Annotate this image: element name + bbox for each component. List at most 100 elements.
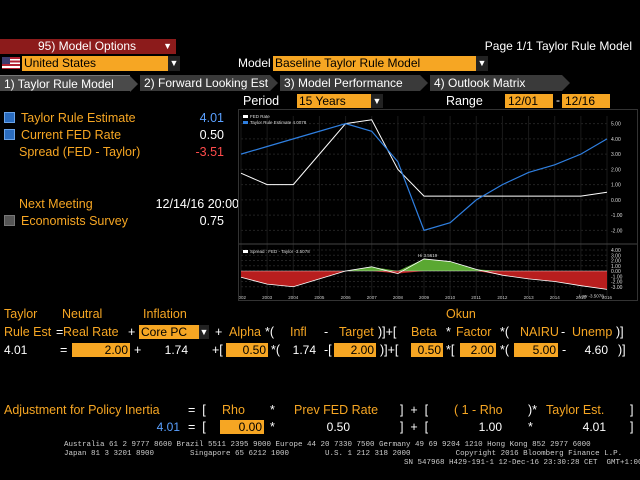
infl-label: Infl [290,325,307,339]
checkbox-icon[interactable] [4,129,15,141]
legend-swatch [243,115,248,118]
plus-sign: + [215,325,223,339]
x-tick-label: 2003 [262,295,273,300]
close-bracket: ] [630,420,634,434]
op-multiply-paren: *( [265,325,275,339]
rule-est-label: Rule Est [4,325,52,339]
economists-survey-row[interactable]: Economists Survey 0.75 [4,213,224,229]
spread-value: -3.51 [195,145,225,159]
y-tick-label: 3.00 [611,253,621,259]
spread-negative-area [241,271,607,290]
equals-sign: = [56,325,64,339]
minus-sign: - [561,325,566,339]
y-tick-label: 2.00 [611,259,621,265]
checkbox-icon[interactable] [4,112,15,124]
rho-label: Rho [222,403,245,417]
inertia-result-value: 4.01 [156,420,180,434]
x-tick-label: 2008 [393,295,404,300]
next-meeting-row: Next Meeting 12/14/16 20:00 [19,196,239,212]
op-equals-bracket: = [ [188,420,206,434]
fed-rate-value: 0.50 [199,128,224,142]
plus-sign: + [128,325,136,339]
inflation-source-select[interactable]: Core PC [139,325,199,339]
range-label: Range [446,94,483,108]
legend-swatch [243,121,248,124]
alpha-input[interactable]: 0.50 [226,343,268,357]
beta-input[interactable]: 0.50 [411,343,443,357]
y-tick-label: 1.00 [611,183,621,189]
range-dash: - [556,93,560,107]
y-tick-label: -2.00 [611,280,623,286]
target-input[interactable]: 2.00 [334,343,376,357]
rho-input[interactable]: 0.00 [220,420,264,434]
model-select[interactable]: Baseline Taylor Rule Model ▼ [273,56,488,71]
y-tick-label: 4.00 [611,248,621,254]
range-start-input[interactable]: 12/01 [505,94,553,108]
infl-value: 1.74 [292,343,316,357]
checkbox-icon[interactable] [4,215,15,227]
x-tick-label: 2005 [314,295,325,300]
next-meeting-label: Next Meeting [19,197,93,211]
neutral-label: Neutral [62,307,103,321]
x-tick-label: 2011 [471,295,481,300]
chevron-down-icon: ▼ [371,94,383,108]
model-options-menu[interactable]: 95) Model Options ▼ [0,39,176,54]
tab-forward-looking-est[interactable]: 2) Forward Looking Est [140,75,278,91]
spread-positive-area [241,258,607,271]
country-select[interactable]: United States ▼ [22,56,180,71]
op-multiply-paren: *( [500,325,510,339]
x-tick-label: 2002 [239,295,247,300]
fed-rate-row[interactable]: Current FED Rate 0.50 [4,127,224,143]
y-tick-label: -3.00 [611,285,623,291]
tab-bar: 1) Taylor Rule Model 2) Forward Looking … [0,75,640,92]
legend-entry: FED Rate [250,114,270,119]
legend-swatch [243,250,248,253]
op-close-bracket: )] [618,343,626,357]
y-tick-label: 4.00 [611,137,621,143]
page-title: Page 1/1 Taylor Rule Model [484,39,632,53]
plus-sign: + [134,343,142,357]
minus-sign: - [324,325,329,339]
factor-label: Factor [456,325,492,339]
country-value: United States [24,56,97,70]
y-tick-label: 3.00 [611,152,621,158]
nairu-label: NAIRU [520,325,559,339]
taylor-estimate-label: Taylor Rule Estimate [21,111,136,125]
period-value: 15 Years [299,94,346,108]
y-tick-label: 5.00 [611,122,621,128]
x-tick-label: 2015 [576,295,587,300]
spread-row: Spread (FED - Taylor) -3.51 [19,144,224,160]
tab-outlook-matrix[interactable]: 4) Outlook Matrix [430,75,570,91]
okun-factor-input[interactable]: 2.00 [460,343,496,357]
footer-copyright: Japan 81 3 3201 8900 Singapore 65 6212 1… [64,450,623,458]
chevron-down-icon[interactable]: ▼ [199,325,209,339]
spread-line [240,258,608,290]
x-tick-label: 2010 [445,295,456,300]
footer-session: SN 547968 H429-191-1 12-Dec-16 23:30:28 … [404,459,640,467]
close-bracket: ] [630,403,634,417]
taylor-est-value: 4.01 [4,343,28,357]
footer: Australia 61 2 9777 8600 Brazil 5511 239… [0,439,640,479]
inflation-value: 1.74 [164,343,188,357]
taylor-estimate-row[interactable]: Taylor Rule Estimate 4.01 [4,110,224,126]
nairu-input[interactable]: 5.00 [514,343,558,357]
menu-label: 95) Model Options [38,39,137,53]
op-minus-bracket: -[ [324,343,332,357]
multiply-sign: * [270,403,275,417]
equals-sign: = [60,343,68,357]
op-multiply-paren: *( [500,343,510,357]
range-end-input[interactable]: 12/16 [562,94,610,108]
taylor-est-result: 4.01 [582,420,606,434]
x-tick-label: 2007 [367,295,378,300]
tab-model-performance[interactable]: 3) Model Performance [280,75,428,91]
unemp-value: 4.60 [584,343,608,357]
summary-panel: Taylor Rule Estimate 4.01 Current FED Rat… [0,95,239,300]
neutral-rate-input[interactable]: 2.00 [72,343,130,357]
taylor-chart[interactable]: 5.00 4.00 3.00 2.00 1.00 0.00 -1.00 -2.00 FED Ra… [236,109,638,301]
y-tick-label: 2.00 [611,167,621,173]
op-equals-bracket: = [ [188,403,206,417]
period-select[interactable]: 15 Years ▼ [297,94,383,108]
tab-taylor-rule-model[interactable]: 1) Taylor Rule Model [0,75,138,92]
policy-inertia: Adjustment for Policy Inertia = [ Rho * … [0,396,640,436]
op-close-plus-bracket: ] + [ [400,403,429,417]
